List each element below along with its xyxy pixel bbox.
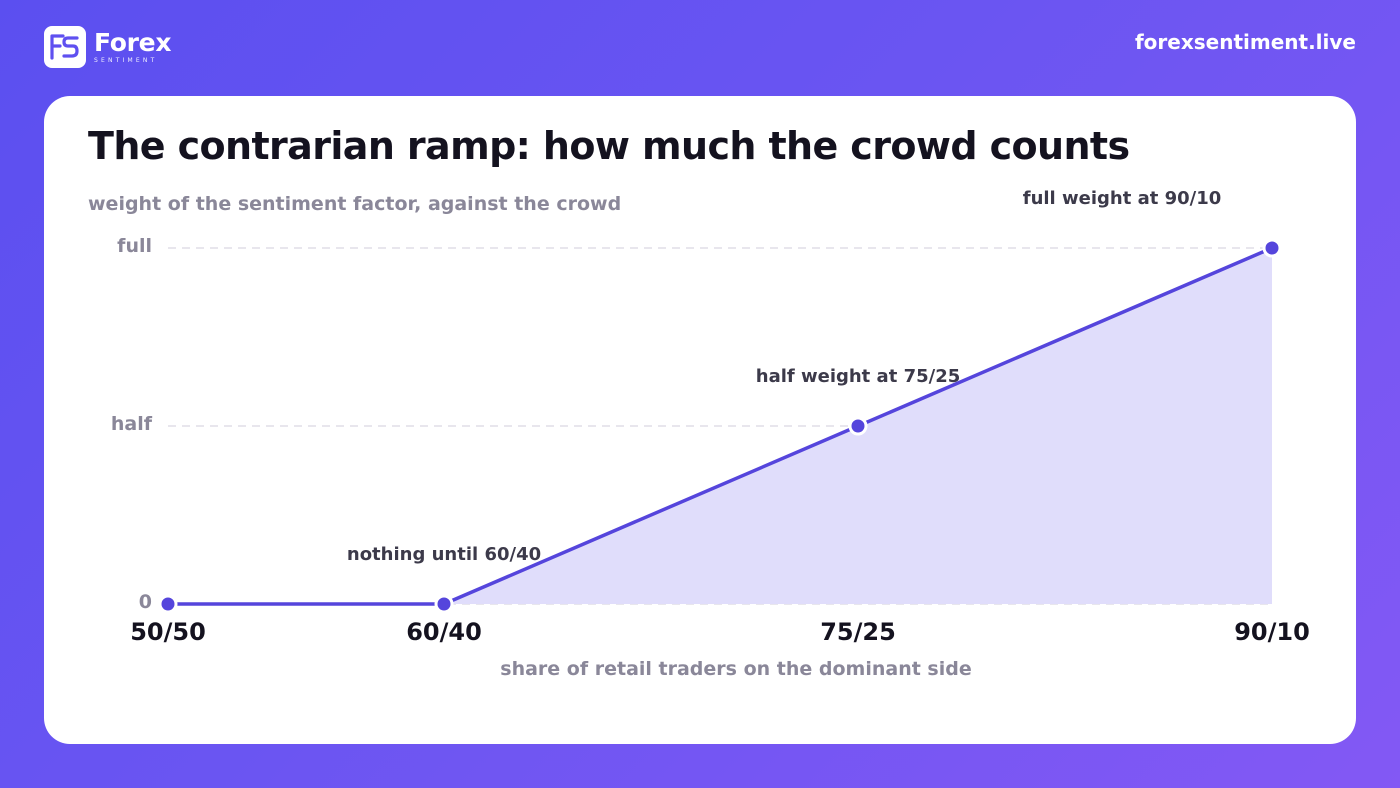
fs-logo-glyph (50, 34, 79, 60)
x-tick-label: 60/40 (406, 618, 482, 646)
data-point (848, 416, 868, 436)
annotation-label: half weight at 75/25 (756, 366, 961, 387)
annotation-label: nothing until 60/40 (347, 544, 541, 565)
annotation-label: full weight at 90/10 (1023, 188, 1222, 209)
data-point (1262, 238, 1282, 258)
y-axis-label: weight of the sentiment factor, against … (88, 193, 621, 215)
data-point (158, 594, 178, 614)
y-tick-label: 0 (139, 591, 152, 613)
brand-subtitle: SENTIMENT (94, 57, 158, 64)
brand-name: Forex (94, 28, 172, 57)
chart-svg: weight of the sentiment factor, against … (88, 188, 1310, 680)
brand-logo: Forex SENTIMENT (44, 26, 171, 68)
data-point (434, 594, 454, 614)
site-url[interactable]: forexsentiment.live (1134, 30, 1356, 54)
x-axis-label: share of retail traders on the dominant … (500, 658, 971, 680)
x-tick-label: 75/25 (820, 618, 896, 646)
chart-card: The contrarian ramp: how much the crowd … (44, 96, 1356, 744)
area-fill (168, 248, 1272, 604)
series-line (168, 246, 1273, 606)
fs-logo-icon (44, 26, 86, 68)
x-tick-label: 90/10 (1234, 618, 1310, 646)
y-tick-label: full (117, 235, 152, 257)
chart-title: The contrarian ramp: how much the crowd … (88, 124, 1130, 168)
x-tick-label: 50/50 (130, 618, 206, 646)
y-tick-label: half (111, 413, 153, 435)
